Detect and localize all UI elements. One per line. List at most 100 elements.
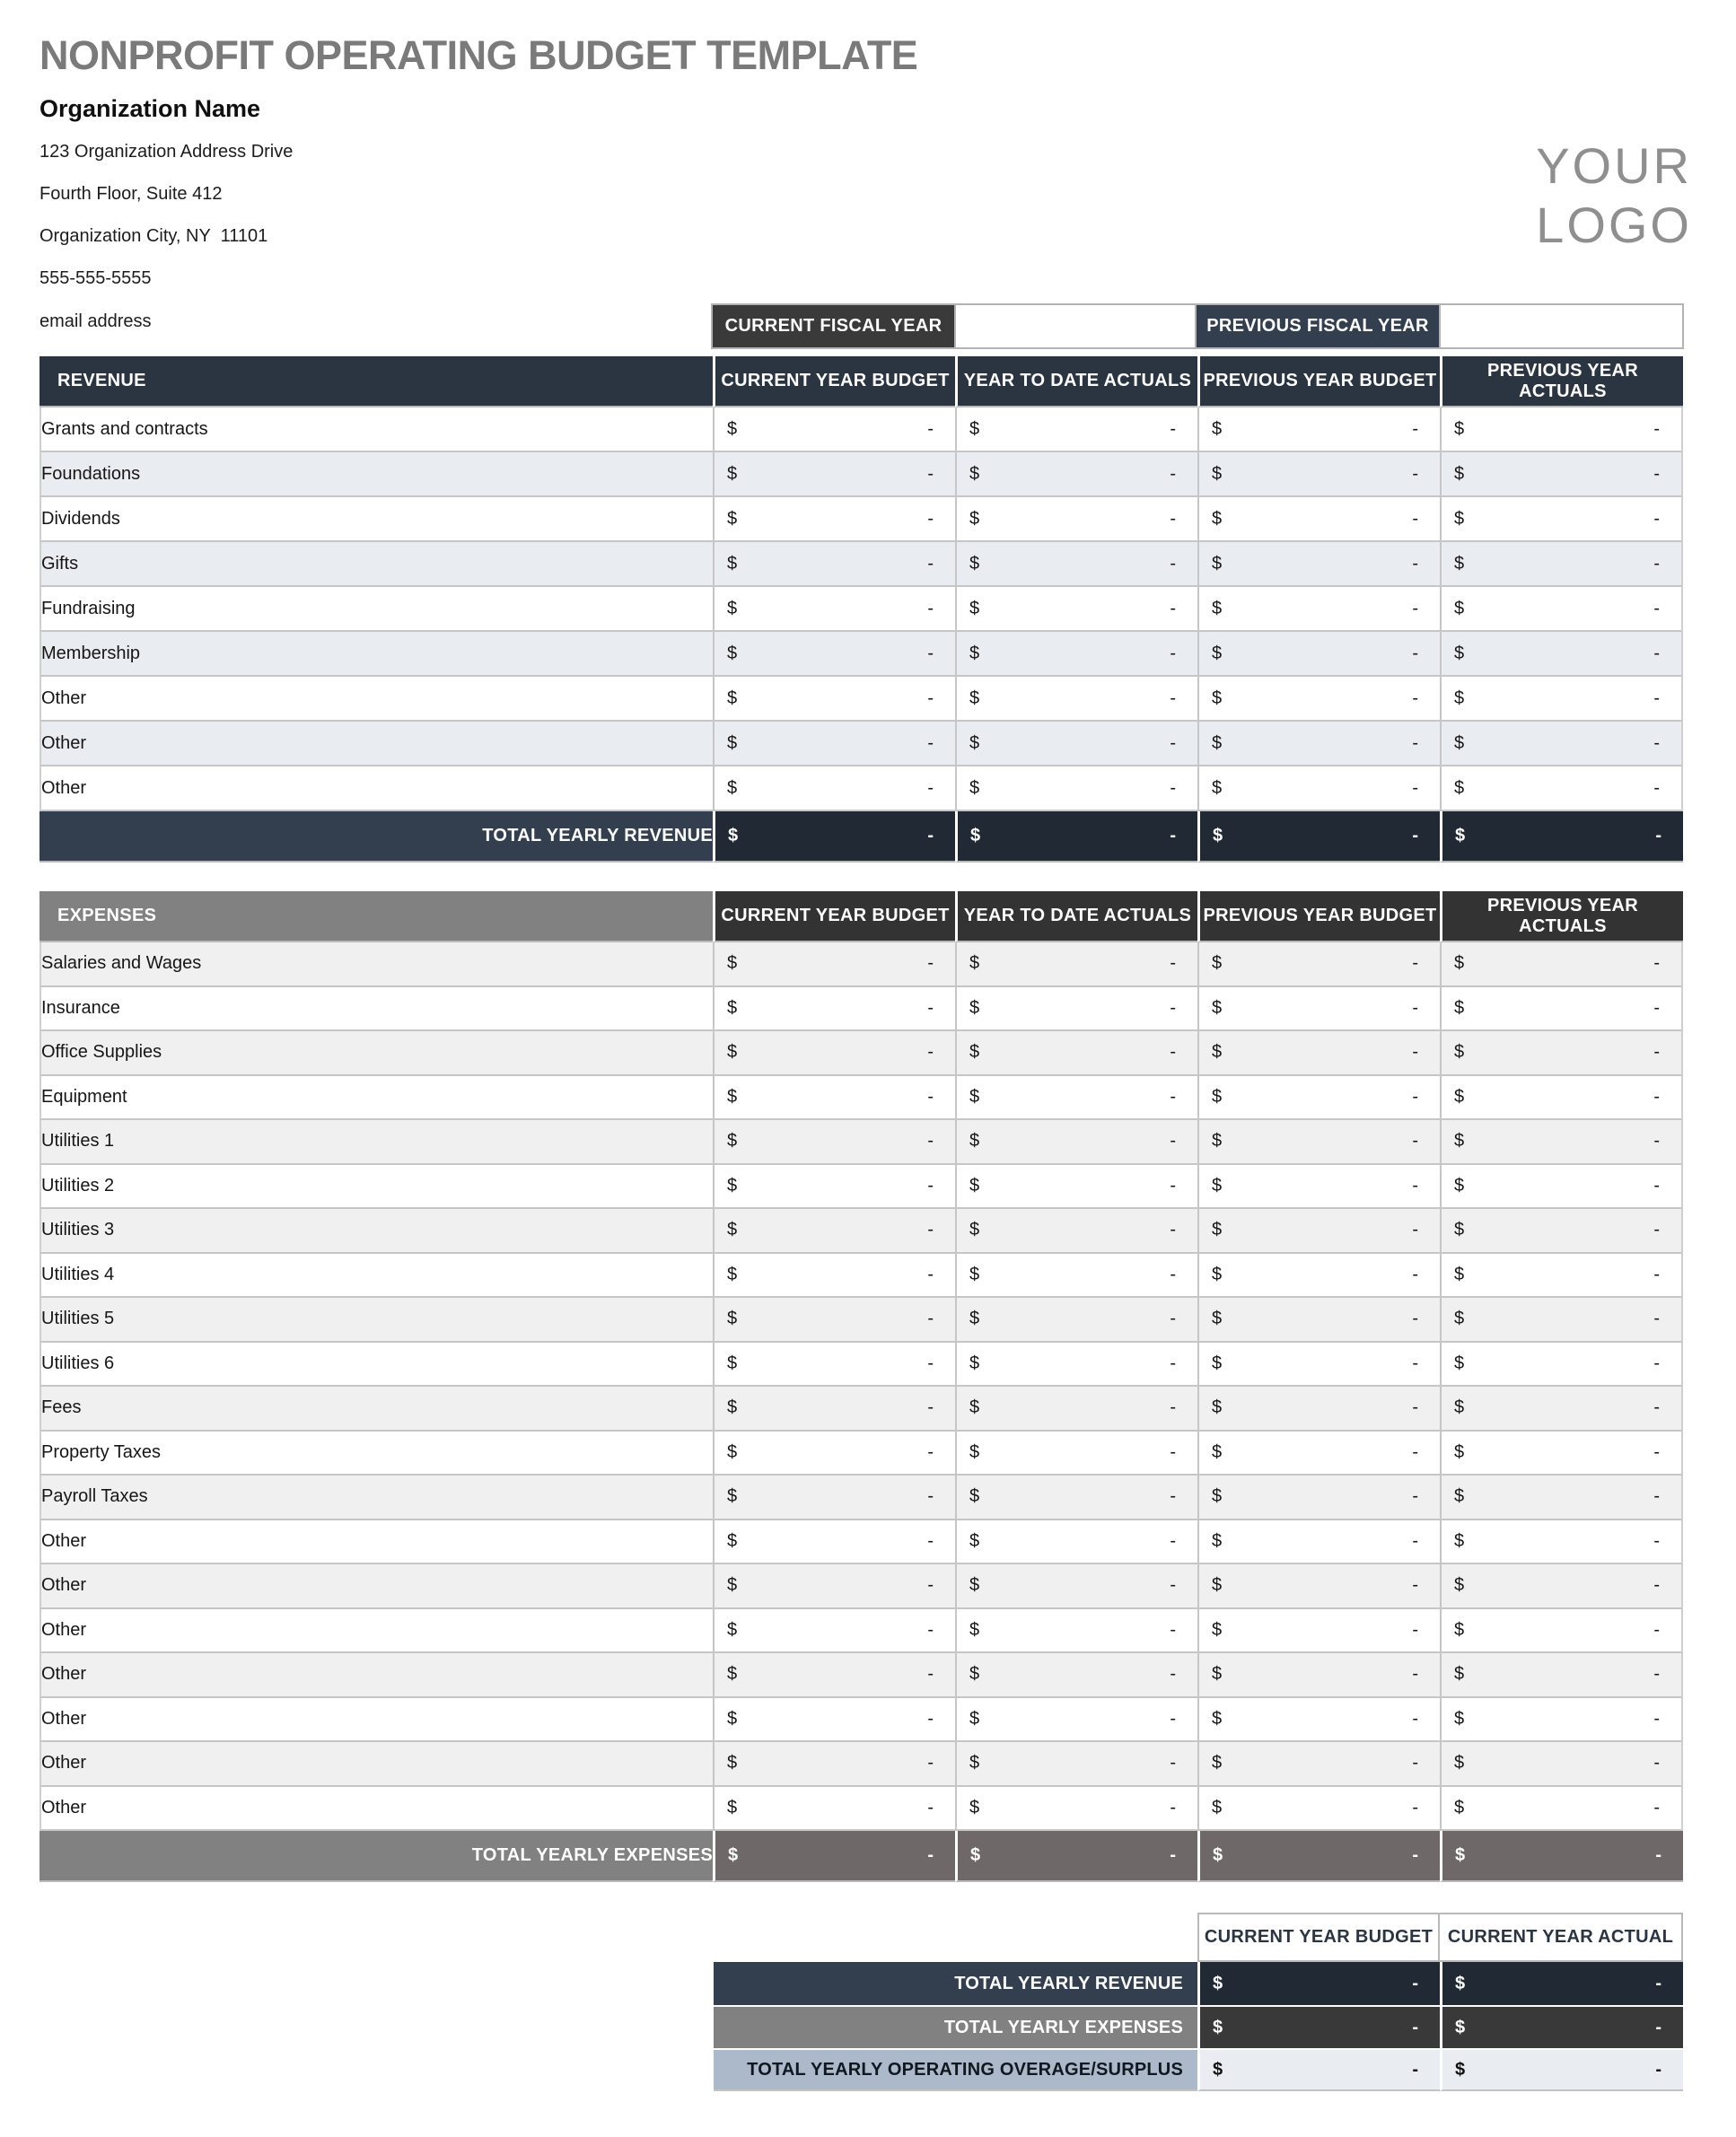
amount-cell[interactable]: $ - bbox=[1440, 942, 1683, 987]
amount-cell[interactable]: $ - bbox=[713, 1164, 955, 1209]
amount-cell[interactable]: $ - bbox=[955, 1653, 1197, 1698]
amount-cell[interactable]: $ - bbox=[713, 1253, 955, 1298]
amount-cell[interactable]: $ - bbox=[1197, 587, 1440, 632]
amount-cell[interactable]: $ - bbox=[1197, 1120, 1440, 1165]
amount-cell[interactable]: $ - bbox=[713, 1342, 955, 1387]
amount-cell[interactable]: $ - bbox=[955, 1164, 1197, 1209]
amount-cell[interactable]: $ - bbox=[955, 722, 1197, 766]
amount-cell[interactable]: $ - bbox=[1440, 632, 1683, 677]
amount-cell[interactable]: $ - bbox=[1440, 1476, 1683, 1520]
amount-cell[interactable]: $ - bbox=[955, 542, 1197, 587]
amount-cell[interactable]: $ - bbox=[713, 587, 955, 632]
amount-cell[interactable]: $ - bbox=[713, 1476, 955, 1520]
amount-cell[interactable]: $ - bbox=[713, 452, 955, 497]
amount-cell[interactable]: $ - bbox=[955, 986, 1197, 1031]
amount-cell[interactable]: $ - bbox=[1440, 1164, 1683, 1209]
current-fiscal-year-input[interactable] bbox=[954, 305, 1197, 347]
amount-cell[interactable]: $ - bbox=[713, 407, 955, 452]
amount-cell[interactable]: $ - bbox=[1440, 1742, 1683, 1787]
amount-cell[interactable]: $ - bbox=[1197, 1298, 1440, 1343]
amount-cell[interactable]: $ - bbox=[1440, 1298, 1683, 1343]
amount-cell[interactable]: $ - bbox=[713, 1564, 955, 1609]
amount-cell[interactable]: $ - bbox=[1197, 677, 1440, 722]
amount-cell[interactable]: $ - bbox=[955, 1298, 1197, 1343]
amount-cell[interactable]: $ - bbox=[1197, 1253, 1440, 1298]
amount-cell[interactable]: $ - bbox=[1440, 587, 1683, 632]
amount-cell[interactable]: $ - bbox=[955, 1387, 1197, 1432]
amount-cell[interactable]: $ - bbox=[1440, 1520, 1683, 1564]
amount-cell[interactable]: $ - bbox=[955, 1253, 1197, 1298]
amount-cell[interactable]: $ - bbox=[1197, 1476, 1440, 1520]
amount-cell[interactable]: $ - bbox=[713, 722, 955, 766]
amount-cell[interactable]: $ - bbox=[955, 1697, 1197, 1742]
amount-cell[interactable]: $ - bbox=[1440, 722, 1683, 766]
amount-cell[interactable]: $ - bbox=[955, 1342, 1197, 1387]
amount-cell[interactable]: $ - bbox=[713, 1742, 955, 1787]
amount-cell[interactable]: $ - bbox=[1440, 1209, 1683, 1254]
amount-cell[interactable]: $ - bbox=[1197, 1786, 1440, 1831]
amount-cell[interactable]: $ - bbox=[1197, 1653, 1440, 1698]
amount-cell[interactable]: $ - bbox=[713, 1608, 955, 1653]
amount-cell[interactable]: $ - bbox=[955, 1786, 1197, 1831]
amount-cell[interactable]: $ - bbox=[1440, 542, 1683, 587]
amount-cell[interactable]: $ - bbox=[1197, 722, 1440, 766]
amount-cell[interactable]: $ - bbox=[1197, 1164, 1440, 1209]
amount-cell[interactable]: $ - bbox=[1197, 1209, 1440, 1254]
amount-cell[interactable]: $ - bbox=[955, 452, 1197, 497]
amount-cell[interactable]: $ - bbox=[1440, 677, 1683, 722]
amount-cell[interactable]: $ - bbox=[1197, 632, 1440, 677]
amount-cell[interactable]: $ - bbox=[713, 497, 955, 542]
amount-cell[interactable]: $ - bbox=[955, 1608, 1197, 1653]
amount-cell[interactable]: $ - bbox=[1440, 1253, 1683, 1298]
amount-cell[interactable]: $ - bbox=[955, 677, 1197, 722]
amount-cell[interactable]: $ - bbox=[1440, 497, 1683, 542]
amount-cell[interactable]: $ - bbox=[1440, 1697, 1683, 1742]
amount-cell[interactable]: $ - bbox=[1440, 1608, 1683, 1653]
amount-cell[interactable]: $ - bbox=[955, 1431, 1197, 1476]
amount-cell[interactable]: $ - bbox=[713, 1520, 955, 1564]
amount-cell[interactable]: $ - bbox=[713, 542, 955, 587]
amount-cell[interactable]: $ - bbox=[1197, 407, 1440, 452]
amount-cell[interactable]: $ - bbox=[1197, 542, 1440, 587]
amount-cell[interactable]: $ - bbox=[1197, 766, 1440, 811]
amount-cell[interactable]: $ - bbox=[713, 1031, 955, 1076]
amount-cell[interactable]: $ - bbox=[1440, 1653, 1683, 1698]
amount-cell[interactable]: $ - bbox=[1197, 1520, 1440, 1564]
amount-cell[interactable]: $ - bbox=[1440, 1342, 1683, 1387]
amount-cell[interactable]: $ - bbox=[955, 1209, 1197, 1254]
amount-cell[interactable]: $ - bbox=[1197, 452, 1440, 497]
amount-cell[interactable]: $ - bbox=[955, 587, 1197, 632]
amount-cell[interactable]: $ - bbox=[1440, 452, 1683, 497]
amount-cell[interactable]: $ - bbox=[955, 1564, 1197, 1609]
amount-cell[interactable]: $ - bbox=[1197, 1697, 1440, 1742]
amount-cell[interactable]: $ - bbox=[713, 1697, 955, 1742]
amount-cell[interactable]: $ - bbox=[1197, 942, 1440, 987]
amount-cell[interactable]: $ - bbox=[713, 986, 955, 1031]
amount-cell[interactable]: $ - bbox=[1440, 1031, 1683, 1076]
amount-cell[interactable]: $ - bbox=[713, 1075, 955, 1120]
amount-cell[interactable]: $ - bbox=[955, 1120, 1197, 1165]
amount-cell[interactable]: $ - bbox=[1440, 1075, 1683, 1120]
amount-cell[interactable]: $ - bbox=[955, 942, 1197, 987]
amount-cell[interactable]: $ - bbox=[713, 1120, 955, 1165]
amount-cell[interactable]: $ - bbox=[955, 766, 1197, 811]
amount-cell[interactable]: $ - bbox=[1197, 1431, 1440, 1476]
amount-cell[interactable]: $ - bbox=[955, 1075, 1197, 1120]
amount-cell[interactable]: $ - bbox=[1440, 1387, 1683, 1432]
amount-cell[interactable]: $ - bbox=[1197, 1608, 1440, 1653]
amount-cell[interactable]: $ - bbox=[1197, 1031, 1440, 1076]
amount-cell[interactable]: $ - bbox=[955, 1520, 1197, 1564]
amount-cell[interactable]: $ - bbox=[1197, 1075, 1440, 1120]
amount-cell[interactable]: $ - bbox=[1197, 1387, 1440, 1432]
amount-cell[interactable]: $ - bbox=[955, 497, 1197, 542]
amount-cell[interactable]: $ - bbox=[713, 1387, 955, 1432]
amount-cell[interactable]: $ - bbox=[1197, 1342, 1440, 1387]
amount-cell[interactable]: $ - bbox=[1440, 986, 1683, 1031]
amount-cell[interactable]: $ - bbox=[1197, 986, 1440, 1031]
amount-cell[interactable]: $ - bbox=[713, 1786, 955, 1831]
amount-cell[interactable]: $ - bbox=[1440, 1120, 1683, 1165]
amount-cell[interactable]: $ - bbox=[713, 766, 955, 811]
amount-cell[interactable]: $ - bbox=[713, 1209, 955, 1254]
amount-cell[interactable]: $ - bbox=[713, 1653, 955, 1698]
amount-cell[interactable]: $ - bbox=[713, 1431, 955, 1476]
